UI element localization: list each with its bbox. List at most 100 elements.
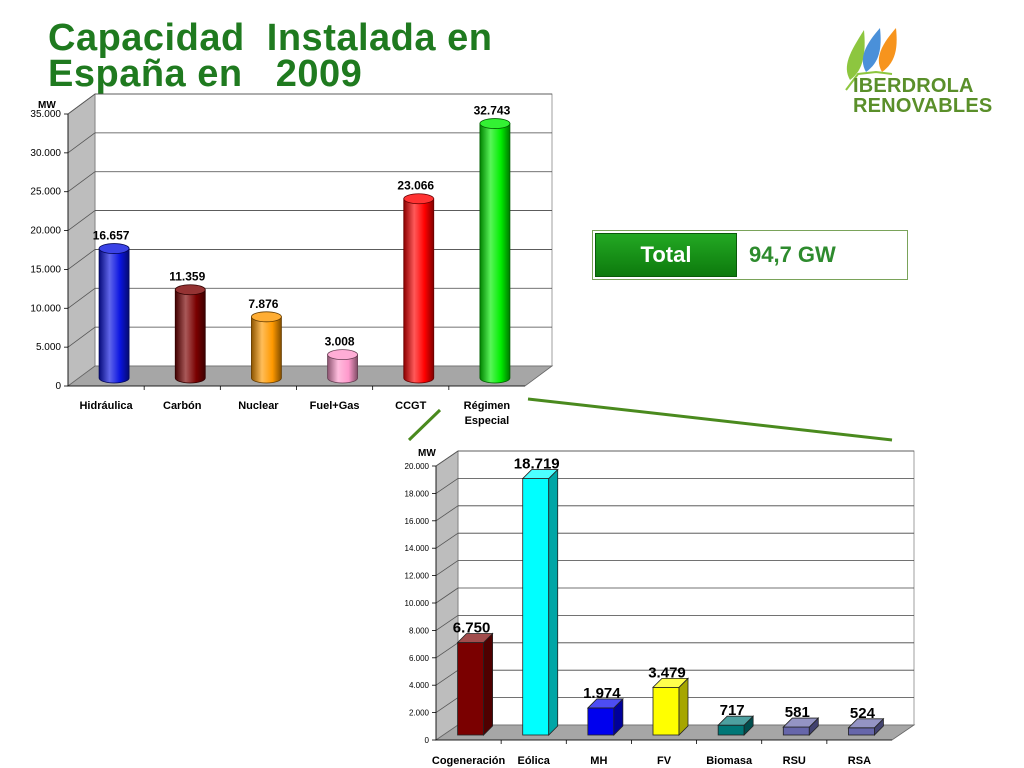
chart2-category-label: RSA — [848, 755, 871, 767]
chart1-bar — [174, 284, 206, 384]
chart2-bar — [717, 715, 755, 736]
chart1-data-label: 23.066 — [397, 179, 434, 193]
chart1-category-label: Especial — [465, 415, 510, 427]
chart2-bar-front — [522, 478, 550, 736]
chart2-gridline-side — [435, 505, 459, 522]
chart2-bar-front — [782, 726, 810, 736]
chart1-bar — [327, 349, 358, 384]
chart1-category-label: CCGT — [395, 400, 426, 412]
logo-text-line-1: IBERDROLA — [853, 75, 974, 97]
chart2-gridline-side — [435, 560, 459, 576]
chart1-bar-body — [403, 198, 435, 384]
chart1-category-label: Régimen — [464, 400, 511, 412]
chart1-side-wall — [67, 93, 96, 387]
chart2-gridline-side — [435, 532, 459, 549]
chart2-bar-top — [717, 715, 755, 726]
chart1-category-label: Nuclear — [238, 400, 279, 412]
leaf-drops-icon — [845, 28, 897, 91]
chart1-bar-body — [327, 354, 358, 384]
chart2-data-label: 717 — [720, 702, 745, 719]
chart1-ytick-label: 20.000 — [30, 226, 61, 237]
chart2-bar-top — [782, 717, 820, 728]
callout-line-right — [527, 397, 893, 442]
chart2-gridline-side — [435, 642, 459, 659]
chart1-ylabel: MW — [38, 100, 56, 111]
chart1-gridline-side — [67, 287, 96, 309]
chart2-data-label: 18.719 — [514, 456, 560, 473]
chart2-category-label: MH — [590, 755, 607, 767]
chart2-data-label: 3.479 — [648, 664, 686, 681]
chart2-ytick-label: 8.000 — [409, 626, 430, 635]
chart1-category-label: Hidráulica — [79, 400, 133, 412]
chart2-category-label: Biomasa — [706, 755, 753, 767]
title-line-2: España en 2009 — [48, 53, 363, 95]
chart2-bar — [521, 468, 559, 736]
chart2-ylabel: MW — [418, 448, 436, 459]
chart1-gridline-side — [67, 93, 96, 115]
chart2-data-label: 1.974 — [583, 685, 621, 702]
chart1-ytick-label: 35.000 — [30, 109, 61, 120]
chart2-data-label: 6.750 — [453, 620, 491, 637]
chart2-gridline-side — [435, 697, 459, 713]
chart2-bar — [456, 632, 494, 736]
chart1-ytick-label: 10.000 — [30, 303, 61, 314]
chart2-ytick-label: 10.000 — [405, 599, 430, 608]
chart2-bar-top — [586, 698, 624, 709]
chart1-gridline-side — [67, 210, 96, 231]
chart1-gridline-side — [67, 132, 96, 154]
total-value: 94,7 GW — [749, 242, 836, 267]
total-label: Total — [595, 233, 737, 277]
chart1-ytick-label: 30.000 — [30, 148, 61, 159]
chart2-bar-front — [848, 727, 875, 736]
chart2-ytick-label: 4.000 — [409, 681, 430, 690]
chart2-bar-front — [457, 642, 484, 736]
chart1-category-label: Carbón — [163, 400, 202, 412]
chart2-gridline-side — [435, 615, 459, 631]
chart2-bar-top — [652, 677, 689, 688]
chart2-bar-side — [678, 677, 689, 736]
chart1-data-label: 7.876 — [248, 297, 278, 311]
chart2-category-label: Cogeneración — [432, 755, 506, 767]
chart1-bar-top — [403, 193, 435, 205]
chart2-data-label: 581 — [785, 704, 810, 721]
chart2-bar-side — [548, 468, 559, 736]
callout-line-left — [407, 408, 442, 442]
chart2-bar — [847, 717, 885, 736]
chart2-ytick-label: 18.000 — [405, 489, 430, 498]
total-box: Total 94,7 GW — [592, 230, 908, 280]
chart1-ytick-label: 25.000 — [30, 187, 61, 198]
chart2-ytick-label: 0 — [425, 736, 430, 745]
title-line-1: Capacidad Instalada en — [48, 17, 493, 59]
chart1-bar — [251, 311, 282, 384]
chart1-bar-body — [479, 123, 511, 384]
chart2-ytick-label: 16.000 — [405, 517, 430, 526]
chart2-bar — [586, 697, 624, 736]
chart2-gridline-side — [435, 478, 459, 494]
chart1-bar-body — [251, 316, 282, 384]
chart1-data-label: 11.359 — [169, 270, 205, 284]
chart1-bar — [403, 193, 435, 384]
chart1-floor — [66, 365, 554, 387]
chart2-category-label: Eólica — [518, 755, 551, 767]
chart1-category-label: Fuel+Gas — [310, 400, 360, 412]
chart1-bar-top — [251, 311, 282, 323]
chart1-bar-body — [174, 289, 206, 384]
chart1-data-label: 16.657 — [93, 229, 130, 243]
chart1-gridline-side — [67, 171, 96, 193]
chart2-gridline-side — [435, 450, 459, 467]
chart2-bar-top — [456, 633, 494, 643]
chart1-bar-top — [327, 349, 358, 361]
chart2-category-label: RSU — [783, 755, 806, 767]
chart2-bar-front — [587, 707, 615, 736]
chart1-ytick-label: 5.000 — [36, 342, 61, 353]
chart2-ytick-label: 20.000 — [405, 462, 430, 471]
chart1-bar-body — [98, 248, 130, 384]
chart1-bar — [98, 243, 130, 384]
chart2-gridline-side — [435, 587, 459, 604]
chart1-ytick-label: 15.000 — [30, 264, 61, 275]
chart1-bar — [479, 118, 511, 384]
chart2-bar-top — [847, 718, 885, 729]
chart2-ytick-label: 6.000 — [409, 654, 430, 663]
chart2-bar-front — [717, 724, 745, 736]
